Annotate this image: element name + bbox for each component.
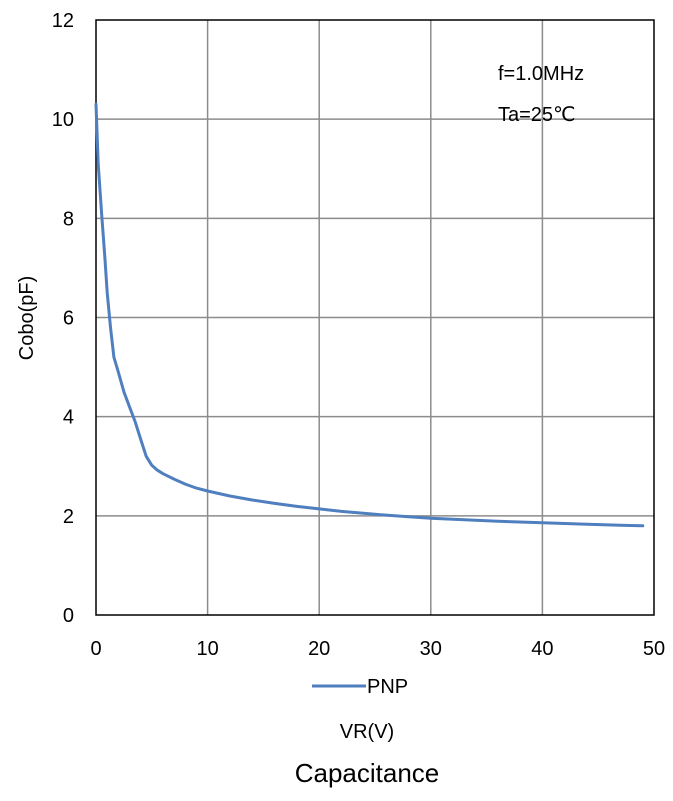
x-tick-label-2: 20 (308, 638, 330, 660)
annotation-temperature: Ta=25℃ (498, 104, 576, 126)
x-axis-label: VR(V) (340, 721, 394, 743)
y-tick-label-5: 10 (52, 109, 74, 131)
y-tick-label-0: 0 (63, 605, 74, 627)
y-tick-label-1: 2 (63, 506, 74, 528)
chart-caption: Capacitance (295, 758, 440, 788)
plot-frame (95, 19, 655, 616)
series-layer (94, 102, 645, 528)
y-tick-label-6: 12 (52, 10, 74, 32)
y-axis-label: Cobo(pF) (16, 276, 38, 360)
x-tick-label-5: 50 (643, 638, 665, 660)
x-tick-label-0: 0 (90, 638, 101, 660)
x-tick-label-3: 30 (420, 638, 442, 660)
y-tick-label-4: 8 (63, 208, 74, 230)
x-tick-label-1: 10 (196, 638, 218, 660)
x-tick-labels: 0 10 20 30 40 50 (90, 638, 665, 660)
x-tick-label-4: 40 (531, 638, 553, 660)
grid-lines (96, 20, 654, 615)
y-tick-label-3: 6 (63, 308, 74, 330)
annotation-frequency: f=1.0MHz (498, 63, 584, 85)
y-tick-labels: 0 2 4 6 8 10 12 (52, 10, 74, 627)
series-line-pnp (94, 102, 645, 528)
y-tick-label-2: 4 (63, 407, 74, 429)
legend-label-pnp: PNP (367, 676, 408, 698)
legend: PNP (312, 676, 408, 698)
